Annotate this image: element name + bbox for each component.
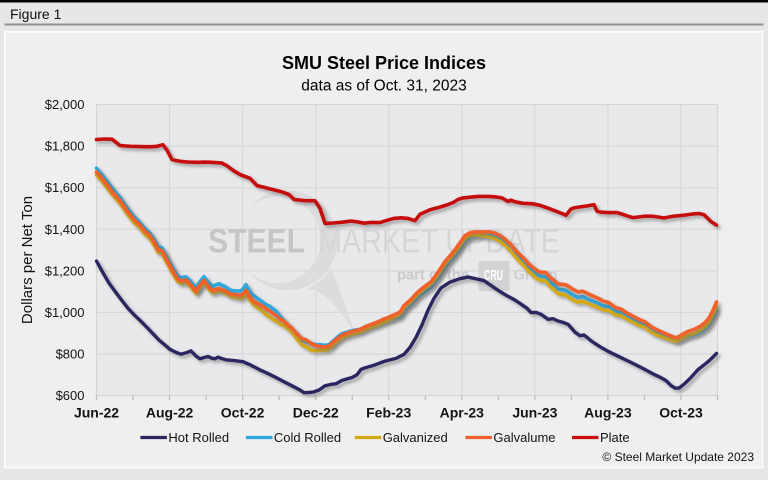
svg-text:$1,000: $1,000 [45,305,85,320]
svg-text:$1,200: $1,200 [45,263,85,278]
svg-text:$800: $800 [56,347,85,362]
svg-text:Dollars per Net Ton: Dollars per Net Ton [19,196,36,324]
svg-text:$1,400: $1,400 [45,222,85,237]
svg-text:Jun-22: Jun-22 [74,405,119,421]
svg-text:Plate: Plate [600,430,630,445]
svg-text:Oct-23: Oct-23 [659,405,703,421]
svg-text:$1,800: $1,800 [45,139,85,154]
svg-text:Aug-23: Aug-23 [584,405,632,421]
svg-text:$2,000: $2,000 [45,97,85,112]
svg-text:Dec-22: Dec-22 [293,405,339,421]
svg-text:Apr-23: Apr-23 [440,405,485,421]
svg-text:Feb-23: Feb-23 [366,405,411,421]
svg-text:Figure 1: Figure 1 [10,6,62,22]
svg-text:part of the: part of the [397,268,469,284]
svg-text:CRU: CRU [484,267,503,284]
svg-text:© Steel Market Update 2023: © Steel Market Update 2023 [602,450,754,464]
svg-text:Aug-22: Aug-22 [146,405,194,421]
svg-text:Galvalume: Galvalume [493,430,555,445]
svg-text:data as of Oct. 31, 2023: data as of Oct. 31, 2023 [301,78,466,95]
svg-text:STEEL: STEEL [208,223,305,261]
svg-text:Jun-23: Jun-23 [512,405,557,421]
svg-text:Oct-22: Oct-22 [221,405,265,421]
svg-text:Hot Rolled: Hot Rolled [168,430,229,445]
svg-text:MARKET UPDATE: MARKET UPDATE [318,223,560,261]
svg-text:Cold Rolled: Cold Rolled [274,430,341,445]
svg-text:SMU Steel Price Indices: SMU Steel Price Indices [282,53,486,73]
svg-text:Galvanized: Galvanized [383,430,448,445]
svg-text:$600: $600 [56,388,85,403]
svg-text:$1,600: $1,600 [45,180,85,195]
